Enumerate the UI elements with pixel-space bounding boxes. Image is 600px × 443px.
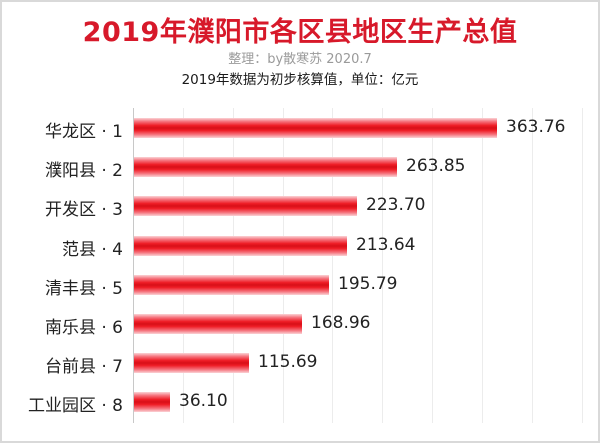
- y-axis-line: [133, 108, 134, 423]
- value-label: 213.64: [356, 235, 416, 255]
- category-label: 濮阳县 · 2: [44, 161, 123, 181]
- bar: [134, 236, 347, 256]
- bar-row: 濮阳县 · 2 263.85: [45, 156, 600, 181]
- bar: [134, 353, 249, 373]
- bar-row: 华龙区 · 1 363.76: [45, 117, 600, 142]
- bar-row: 台前县 · 7 115.69: [45, 352, 600, 377]
- category-label: 工业园区 · 8: [27, 396, 123, 416]
- bar-row: 清丰县 · 5 195.79: [45, 274, 600, 299]
- plot-area: 华龙区 · 1 363.76 濮阳县 · 2 263.85 开发区 · 3 223.70 范…: [28, 108, 588, 423]
- value-label: 363.76: [506, 117, 566, 137]
- chart-subtitle: 整理：by散寒苏 2020.7: [228, 52, 372, 67]
- gridline: [332, 108, 333, 423]
- bar: [134, 392, 170, 412]
- bar: [134, 157, 397, 177]
- category-label: 华龙区 · 1: [44, 122, 123, 142]
- bar: [134, 118, 497, 138]
- bar-row: 南乐县 · 6 168.96: [45, 313, 600, 338]
- category-label: 范县 · 4: [61, 240, 123, 260]
- value-label: 195.79: [338, 274, 398, 294]
- bar-row: 开发区 · 3 223.70: [45, 195, 600, 220]
- gridline: [432, 108, 433, 423]
- unit-note: 2019年数据为初步核算值，单位：亿元: [181, 72, 419, 88]
- category-label: 南乐县 · 6: [44, 318, 123, 338]
- value-label: 115.69: [258, 352, 318, 372]
- bar: [134, 196, 357, 216]
- value-label: 223.70: [366, 195, 426, 215]
- gridline: [482, 108, 483, 423]
- bar-row: 工业园区 · 8 36.10: [28, 391, 600, 416]
- gridline: [532, 108, 533, 423]
- category-label: 开发区 · 3: [44, 200, 123, 220]
- gridline: [233, 108, 234, 423]
- bar: [134, 275, 329, 295]
- value-label: 263.85: [406, 156, 466, 176]
- bar-row: 范县 · 4 213.64: [62, 235, 600, 260]
- category-label: 台前县 · 7: [44, 357, 123, 377]
- value-label: 36.10: [179, 391, 228, 411]
- gridline: [582, 108, 583, 423]
- gridline: [183, 108, 184, 423]
- value-label: 168.96: [311, 313, 371, 333]
- bar: [134, 314, 302, 334]
- chart-title: 2019年濮阳市各区县地区生产总值: [82, 17, 518, 48]
- gridline: [382, 108, 383, 423]
- category-label: 清丰县 · 5: [44, 279, 123, 299]
- gridline: [283, 108, 284, 423]
